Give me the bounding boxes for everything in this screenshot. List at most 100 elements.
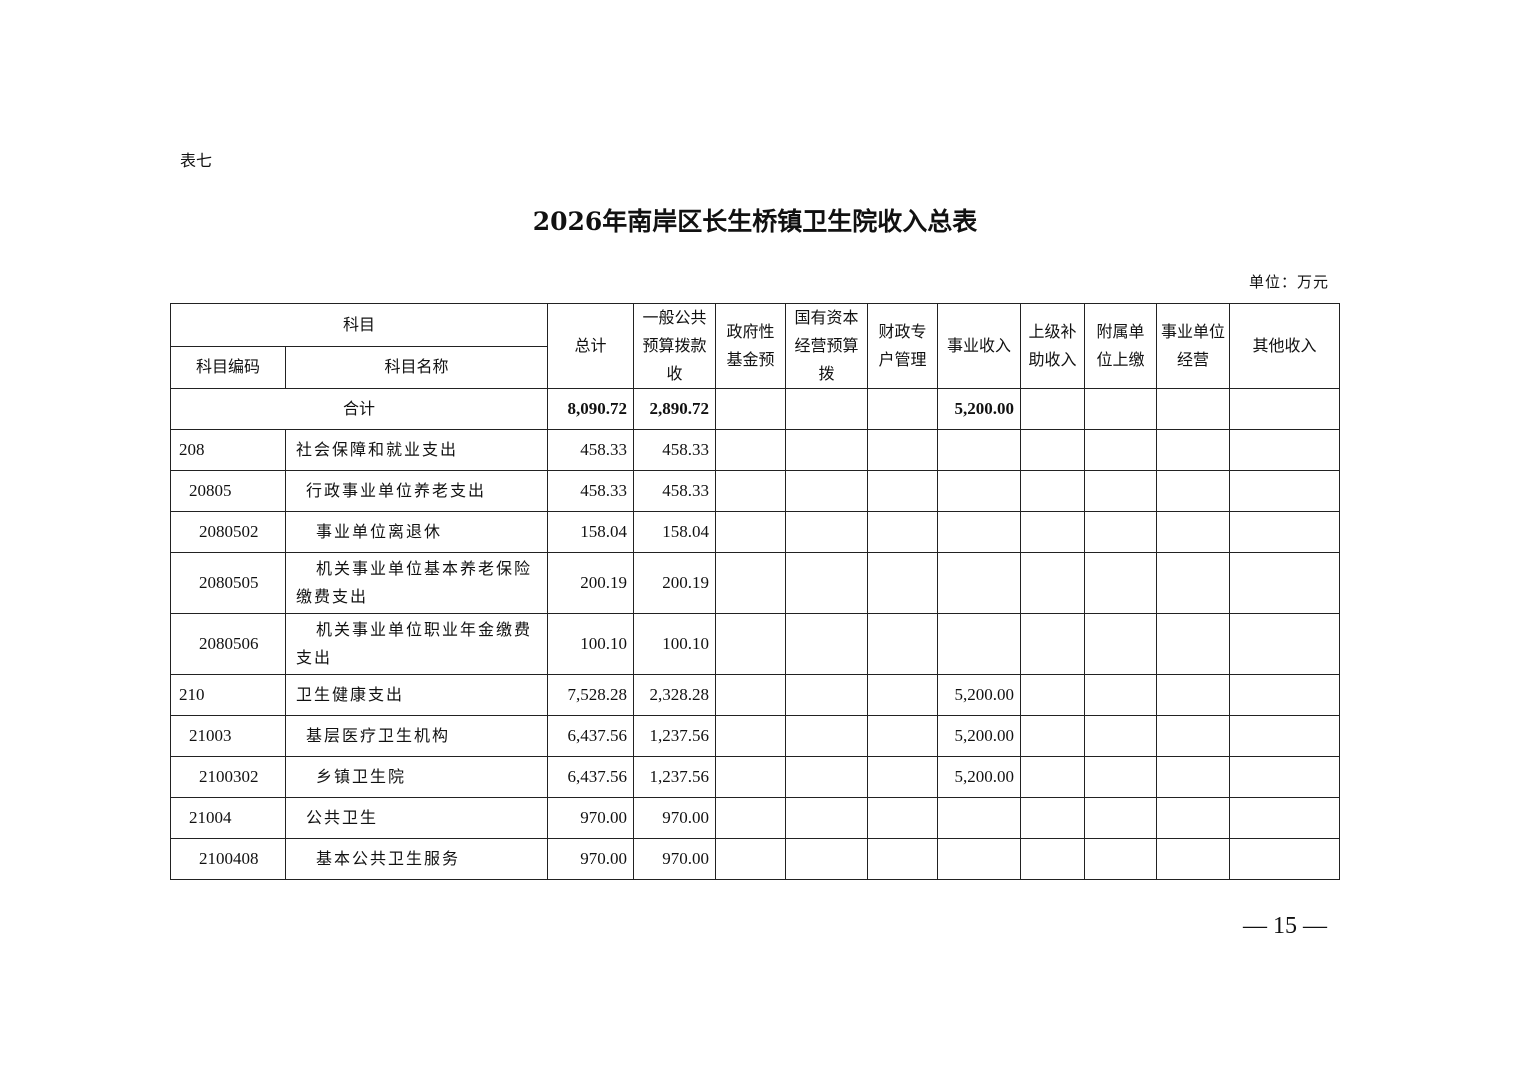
header-row-2: 科目编码 科目名称 (170, 345, 1340, 389)
amount-cell (785, 838, 869, 880)
page-title: 2026年南岸区长生桥镇卫生院收入总表 (532, 207, 978, 236)
total-value: 2,890.72 (633, 388, 717, 430)
amount-cell (1156, 470, 1231, 512)
amount-cell (1084, 756, 1158, 798)
subject-code: 21003 (170, 715, 286, 757)
amount-cell (867, 552, 939, 614)
amount-cell (1084, 429, 1158, 471)
amount-cell: 458.33 (633, 470, 717, 512)
amount-cell (785, 552, 869, 614)
amount-cell (1156, 838, 1231, 880)
header-general-budget: 一般公共预算拨款收 (633, 303, 717, 389)
unit-label: 单位：万元 (1248, 273, 1329, 291)
total-value (1156, 388, 1231, 430)
subject-code: 2080502 (170, 511, 286, 553)
amount-cell: 200.19 (633, 552, 717, 614)
total-value (1229, 388, 1341, 430)
amount-cell (937, 613, 1022, 675)
total-value (1084, 388, 1158, 430)
amount-cell: 5,200.00 (937, 715, 1022, 757)
amount-cell: 158.04 (547, 511, 635, 553)
subject-code: 210 (170, 674, 286, 716)
subject-name: 基本公共卫生服务 (284, 838, 549, 880)
amount-cell (867, 756, 939, 798)
subject-name: 社会保障和就业支出 (284, 429, 549, 471)
amount-cell (867, 674, 939, 716)
amount-cell (1229, 429, 1341, 471)
amount-cell (715, 511, 787, 553)
amount-cell (937, 552, 1022, 614)
amount-cell (785, 470, 869, 512)
header-total: 总计 (547, 303, 635, 389)
amount-cell (1084, 552, 1158, 614)
amount-cell (1156, 674, 1231, 716)
header-special-account: 财政专户管理 (867, 303, 939, 389)
amount-cell (937, 511, 1022, 553)
amount-cell (785, 715, 869, 757)
amount-cell: 970.00 (633, 838, 717, 880)
amount-cell: 458.33 (547, 470, 635, 512)
amount-cell: 970.00 (547, 797, 635, 839)
income-table: 科目 总计 一般公共预算拨款收 政府性基金预 国有资本经营预算拨 财政专户管理 … (169, 303, 1341, 880)
amount-cell: 970.00 (633, 797, 717, 839)
amount-cell (715, 552, 787, 614)
amount-cell: 1,237.56 (633, 715, 717, 757)
amount-cell (1229, 511, 1341, 553)
subject-code: 2080506 (170, 613, 286, 675)
amount-cell: 5,200.00 (937, 674, 1022, 716)
amount-cell: 6,437.56 (547, 715, 635, 757)
amount-cell (1084, 674, 1158, 716)
amount-cell (1084, 511, 1158, 553)
subject-name: 机关事业单位职业年金缴费支出 (284, 613, 549, 675)
subject-name: 卫生健康支出 (284, 674, 549, 716)
amount-cell (715, 470, 787, 512)
subject-name: 事业单位离退休 (284, 511, 549, 553)
amount-cell (715, 674, 787, 716)
amount-cell (1020, 715, 1086, 757)
header-business-income: 事业收入 (937, 303, 1022, 389)
header-other-income: 其他收入 (1229, 303, 1341, 389)
amount-cell (1020, 470, 1086, 512)
amount-cell: 1,237.56 (633, 756, 717, 798)
amount-cell (867, 470, 939, 512)
amount-cell (785, 797, 869, 839)
amount-cell (1020, 613, 1086, 675)
header-affiliate-remit: 附属单位上缴 (1084, 303, 1158, 389)
amount-cell (1084, 715, 1158, 757)
table-row: 2080506 机关事业单位职业年金缴费支出 100.10 100.10 (170, 613, 1341, 675)
total-value: 5,200.00 (937, 388, 1022, 430)
subject-name: 基层医疗卫生机构 (284, 715, 549, 757)
amount-cell (867, 613, 939, 675)
amount-cell (1229, 552, 1341, 614)
subject-code: 2100408 (170, 838, 286, 880)
amount-cell (1020, 674, 1086, 716)
amount-cell (1084, 470, 1158, 512)
amount-cell (867, 429, 939, 471)
subject-code: 208 (170, 429, 286, 471)
amount-cell: 458.33 (547, 429, 635, 471)
amount-cell (715, 756, 787, 798)
table-row: 2080505 机关事业单位基本养老保险缴费支出 200.19 200.19 (170, 552, 1341, 614)
amount-cell (785, 674, 869, 716)
amount-cell (1156, 429, 1231, 471)
subject-code: 2100302 (170, 756, 286, 798)
table-label: 表七 (180, 151, 213, 170)
amount-cell (715, 613, 787, 675)
amount-cell (1156, 797, 1231, 839)
amount-cell (1229, 613, 1341, 675)
amount-cell: 100.10 (633, 613, 717, 675)
table-row: 2100302 乡镇卫生院 6,437.56 1,237.56 5,200.00 (170, 756, 1341, 798)
table-row: 210 卫生健康支出 7,528.28 2,328.28 5,200.00 (170, 674, 1341, 716)
amount-cell: 7,528.28 (547, 674, 635, 716)
amount-cell: 458.33 (633, 429, 717, 471)
amount-cell (937, 797, 1022, 839)
amount-cell (715, 797, 787, 839)
amount-cell (937, 429, 1022, 471)
total-value (715, 388, 787, 430)
amount-cell (937, 838, 1022, 880)
amount-cell (867, 715, 939, 757)
header-name: 科目名称 (284, 345, 549, 389)
amount-cell (785, 613, 869, 675)
subject-name: 行政事业单位养老支出 (284, 470, 549, 512)
header-row: 科目 总计 一般公共预算拨款收 政府性基金预 国有资本经营预算拨 财政专户管理 … (169, 303, 1341, 389)
